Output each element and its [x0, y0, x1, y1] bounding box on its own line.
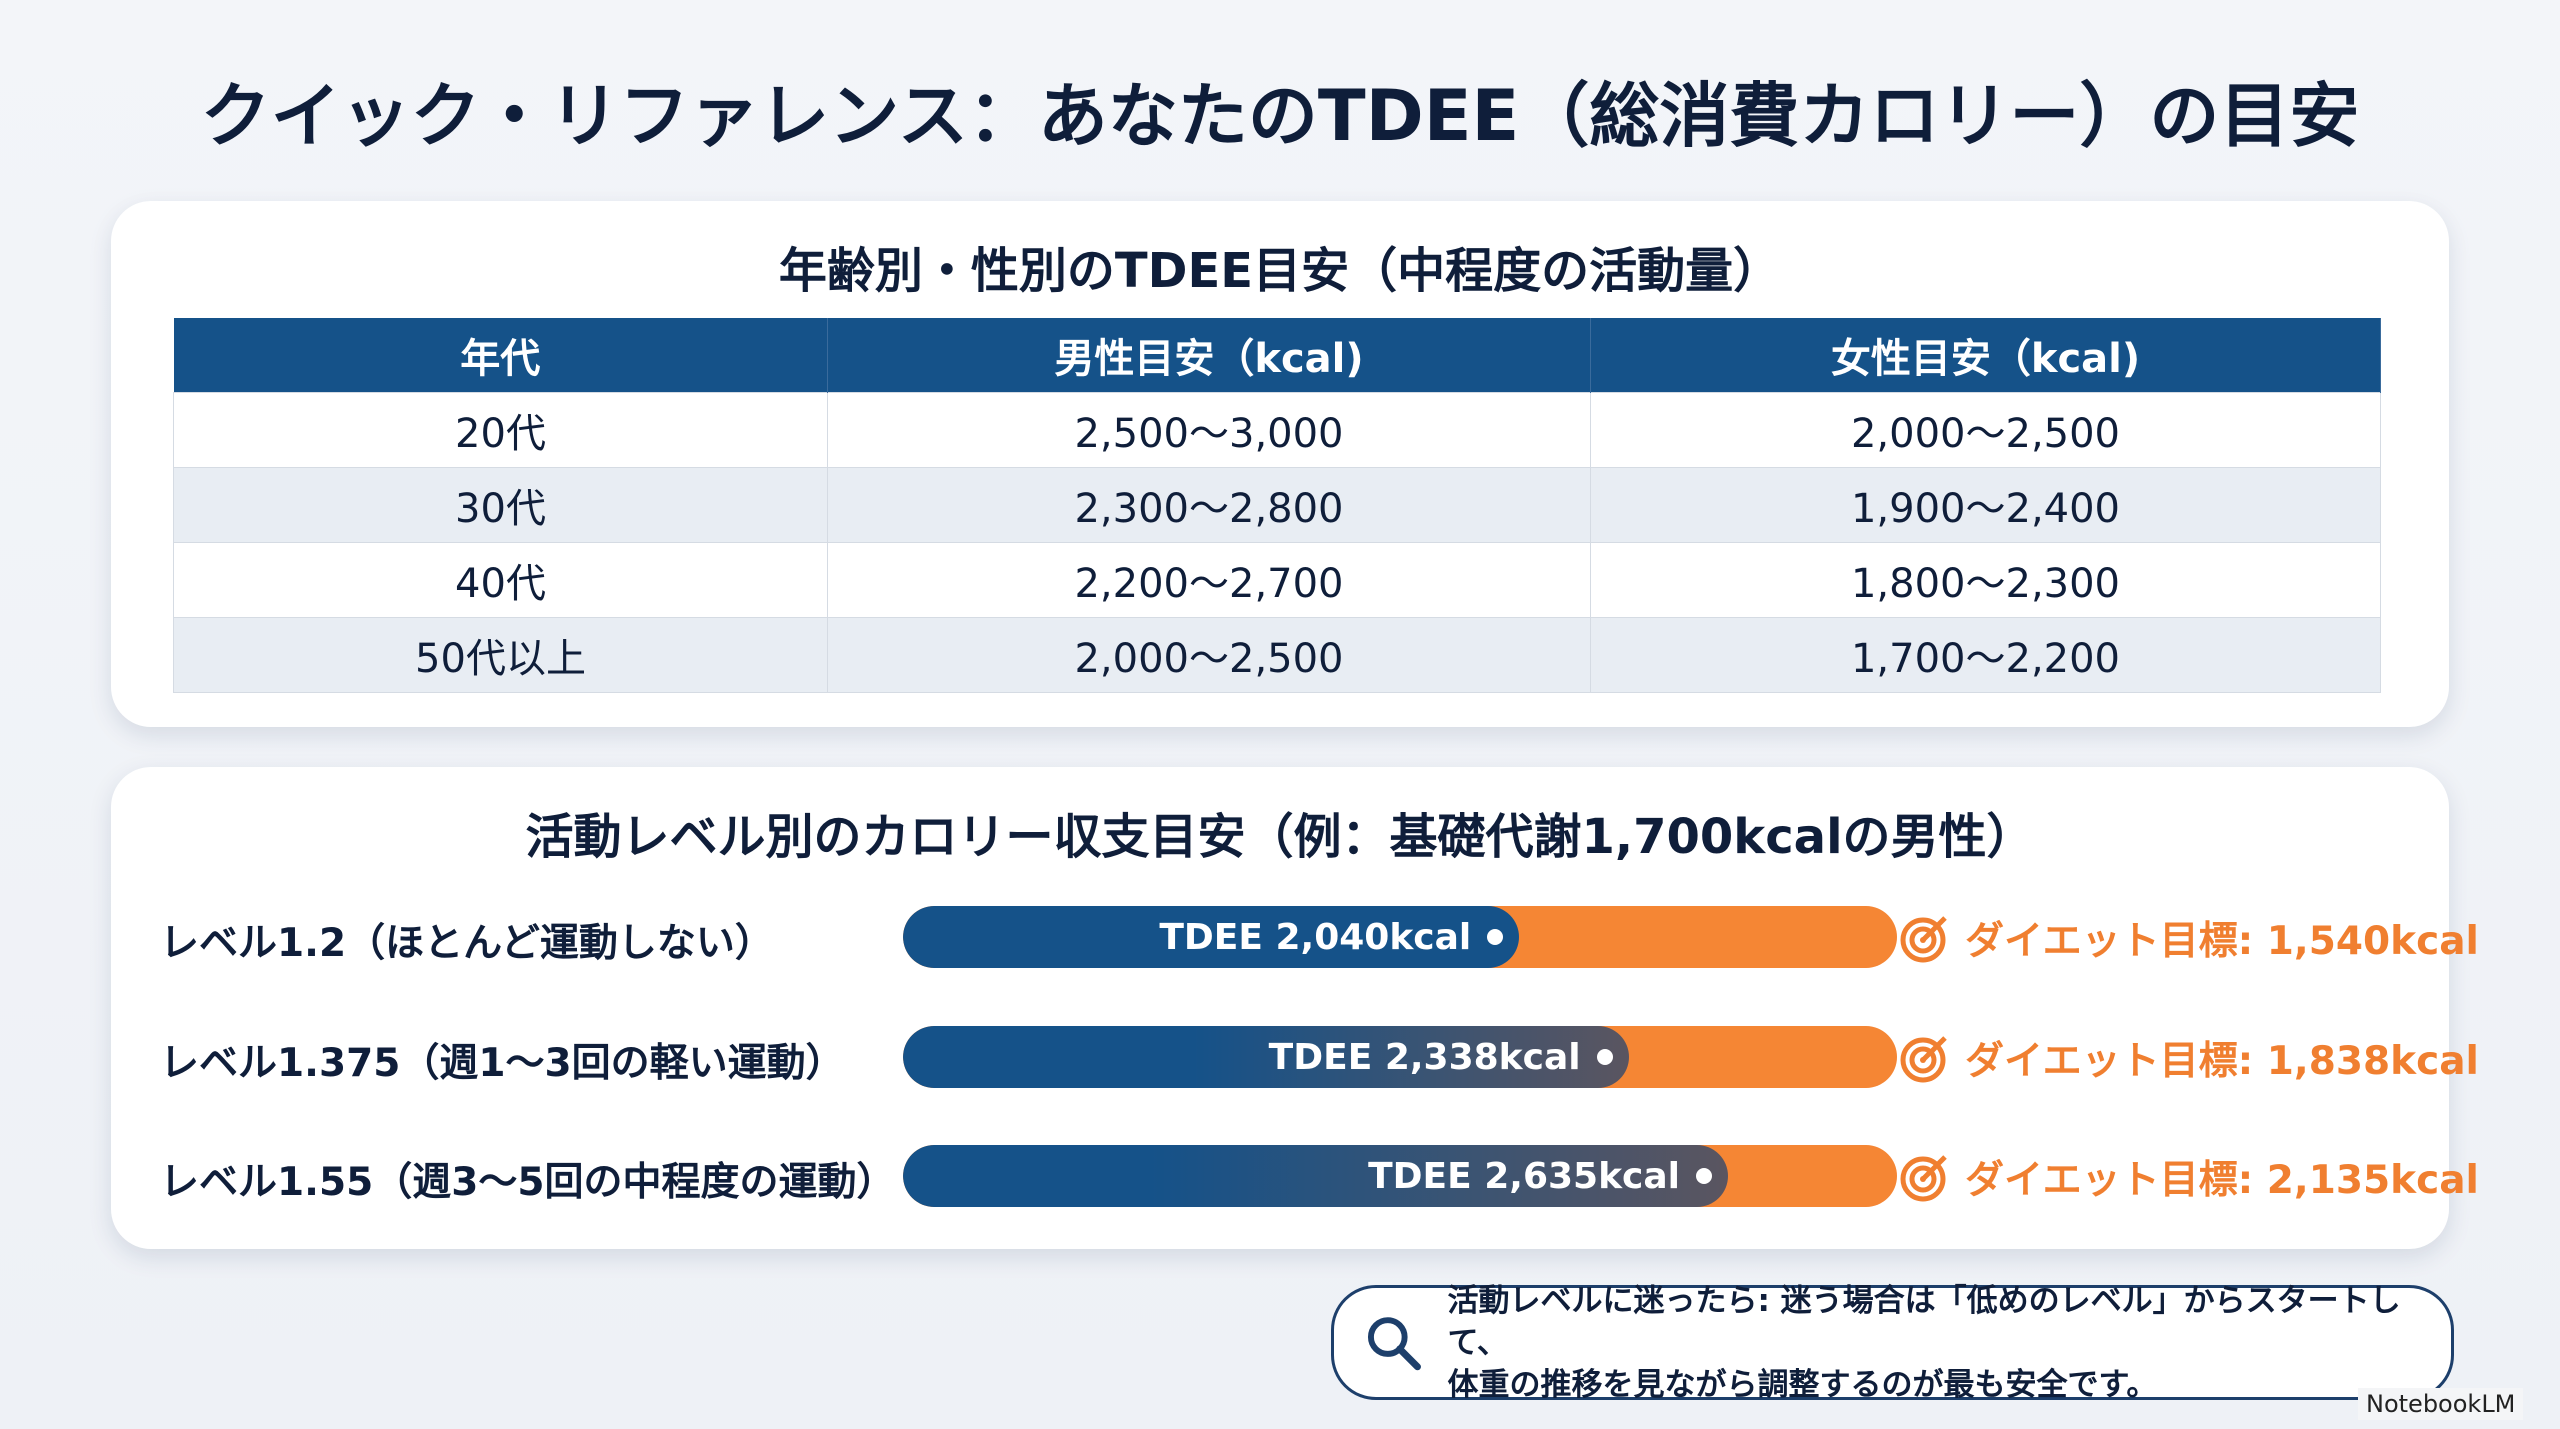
activity-level-row: レベル1.55（週3〜5回の中程度の運動） TDEE 2,635kcal ダイエ… — [160, 1145, 2479, 1207]
level-label: レベル1.55（週3〜5回の中程度の運動） — [160, 1160, 896, 1205]
cell-age: 20代 — [173, 391, 828, 468]
tip-line-1: 活動レベルに迷ったら: 迷う場合は「低めのレベル」からスタートして、 — [1447, 1282, 2401, 1361]
diet-goal: ダイエット目標: 1,540kcal — [1899, 910, 2479, 966]
marker-dot — [1487, 929, 1504, 945]
tdee-bar: TDEE 2,635kcal — [903, 1145, 1897, 1207]
table-title: 年齢別・性別のTDEE目安（中程度の活動量） — [778, 243, 1782, 299]
header-female: 女性目安（kcal) — [1590, 318, 2381, 392]
table-row: 40代 2,200〜2,700 1,800〜2,300 — [173, 541, 2381, 618]
cell-female: 1,800〜2,300 — [1590, 541, 2381, 618]
activity-title: 活動レベル別のカロリー収支目安（例：基礎代謝1,700kcalの男性） — [525, 809, 2035, 865]
cell-age: 40代 — [173, 541, 828, 618]
level-label: レベル1.375（週1〜3回の軽い運動） — [160, 1041, 845, 1086]
marker-dot — [1596, 1049, 1613, 1065]
diet-goal: ダイエット目標: 1,838kcal — [1899, 1030, 2479, 1086]
cell-female: 1,900〜2,400 — [1590, 466, 2381, 543]
notebooklm-watermark: NotebookLM — [2358, 1388, 2524, 1420]
cell-age: 50代以上 — [173, 616, 828, 693]
table-row: 50代以上 2,000〜2,500 1,700〜2,200 — [173, 616, 2381, 693]
tdee-fill: TDEE 2,635kcal — [903, 1145, 1729, 1207]
cell-male: 2,300〜2,800 — [827, 466, 1591, 543]
cell-male: 2,000〜2,500 — [827, 616, 1591, 693]
target-icon — [1900, 916, 1947, 963]
activity-level-row: レベル1.375（週1〜3回の軽い運動） TDEE 2,338kcal ダイエッ… — [160, 1026, 2479, 1088]
activity-level-row: レベル1.2（ほとんど運動しない） TDEE 2,040kcal ダイエット目標… — [160, 906, 2479, 968]
header-male: 男性目安（kcal) — [827, 318, 1591, 392]
target-icon — [1900, 1036, 1947, 1083]
tdee-table: 年代 男性目安（kcal) 女性目安（kcal) 20代 2,500〜3,000 2… — [173, 318, 2381, 693]
tip-callout: 活動レベルに迷ったら: 迷う場合は「低めのレベル」からスタートして、体重の推移を… — [1331, 1282, 2454, 1403]
tdee-by-age-card: 年齢別・性別のTDEE目安（中程度の活動量） 年代 男性目安（kcal) 女性目… — [111, 201, 2449, 727]
cell-age: 30代 — [173, 466, 828, 543]
goal-value: ダイエット目標: 1,540kcal — [1965, 919, 2479, 964]
tdee-value: TDEE 2,338kcal — [1268, 1036, 1581, 1078]
table-row: 20代 2,500〜3,000 2,000〜2,500 — [173, 391, 2381, 468]
table-row: 30代 2,300〜2,800 1,900〜2,400 — [173, 466, 2381, 543]
tip-line-2: 体重の推移を見ながら調整するのが最も安全です。 — [1447, 1366, 2158, 1403]
goal-value: ダイエット目標: 2,135kcal — [1965, 1158, 2479, 1203]
diet-goal: ダイエット目標: 2,135kcal — [1899, 1149, 2479, 1205]
cell-female: 1,700〜2,200 — [1590, 616, 2381, 693]
activity-level-card: 活動レベル別のカロリー収支目安（例：基礎代謝1,700kcalの男性） レベル1… — [111, 767, 2479, 1249]
level-label: レベル1.2（ほとんど運動しない） — [160, 921, 774, 966]
cell-female: 2,000〜2,500 — [1590, 391, 2381, 468]
cell-male: 2,200〜2,700 — [827, 541, 1591, 618]
marker-dot — [1696, 1168, 1713, 1184]
tdee-value: TDEE 2,040kcal — [1159, 916, 1472, 958]
tdee-bar: TDEE 2,040kcal — [903, 906, 1897, 968]
tdee-fill: TDEE 2,338kcal — [903, 1026, 1629, 1088]
tdee-bar: TDEE 2,338kcal — [903, 1026, 1897, 1088]
goal-value: ダイエット目標: 1,838kcal — [1965, 1039, 2479, 1084]
search-icon — [1367, 1316, 1421, 1370]
tdee-value: TDEE 2,635kcal — [1368, 1155, 1681, 1197]
page-title: クイック・リファレンス：あなたのTDEE（総消費カロリー）の目安 — [200, 75, 2360, 157]
header-age: 年代 — [173, 318, 828, 392]
tdee-fill: TDEE 2,040kcal — [903, 906, 1520, 968]
target-icon — [1900, 1155, 1947, 1202]
cell-male: 2,500〜3,000 — [827, 391, 1591, 468]
